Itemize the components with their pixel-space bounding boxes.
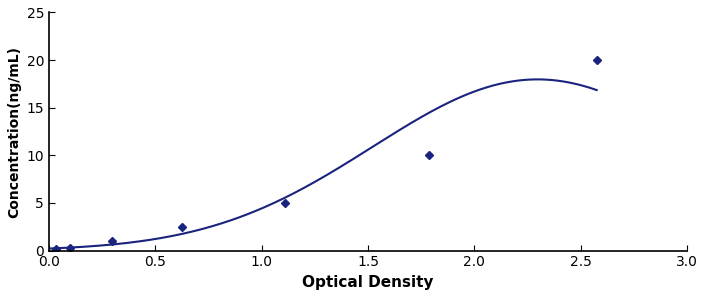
Y-axis label: Concentration(ng/mL): Concentration(ng/mL) bbox=[7, 45, 21, 217]
X-axis label: Optical Density: Optical Density bbox=[302, 275, 434, 290]
